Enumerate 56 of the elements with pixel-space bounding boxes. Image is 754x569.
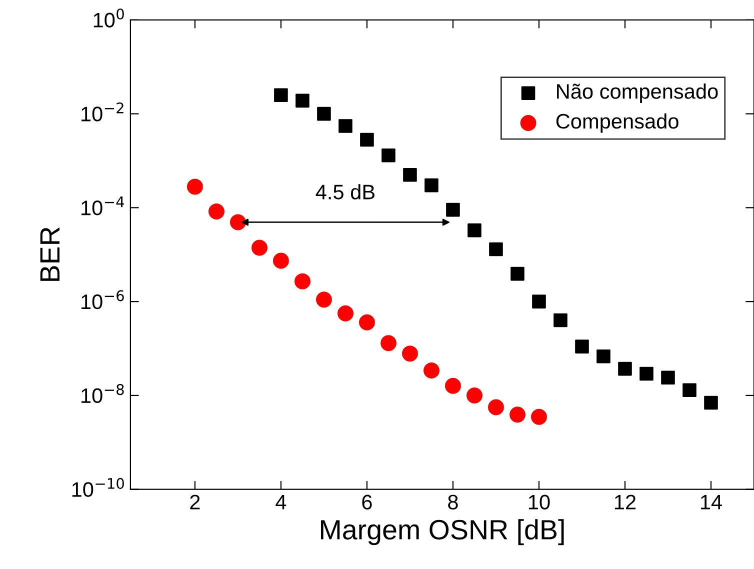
point [380, 335, 396, 352]
point [661, 370, 675, 385]
point [682, 383, 696, 398]
point [575, 340, 589, 354]
point [316, 292, 332, 308]
point [596, 349, 610, 364]
point [272, 252, 289, 269]
point [424, 178, 438, 192]
x-tick-label: 12 [614, 494, 636, 510]
point [532, 294, 546, 308]
point [423, 362, 440, 378]
point [403, 168, 417, 182]
x-tick-label: 2 [190, 494, 200, 510]
point [510, 266, 524, 281]
point [296, 94, 310, 108]
point [274, 88, 288, 102]
point [402, 346, 418, 362]
x-tick-label: 8 [448, 494, 458, 510]
point [444, 378, 461, 394]
x-axis-title: Margem OSNR [dB] [321, 519, 564, 546]
y-tick-label: 10$^{−8}$ [82, 384, 124, 404]
x-tick-label: 10 [528, 494, 550, 510]
point [338, 119, 352, 133]
point [186, 178, 203, 195]
y-tick-label: 10$^{0}$ [94, 8, 124, 28]
y-axis-title: BER [40, 227, 60, 281]
point [640, 366, 654, 381]
point [230, 214, 246, 230]
point [360, 132, 374, 147]
point [317, 106, 331, 121]
legend-label: Não compensado [557, 84, 718, 103]
point [294, 273, 310, 290]
point [208, 204, 224, 220]
y-tick-label: 10$^{−2}$ [82, 102, 124, 122]
point [468, 223, 482, 238]
point [531, 408, 547, 425]
point [337, 305, 354, 322]
y-tick-label: 10$^{−4}$ [82, 196, 124, 216]
x-tick-label: 4 [276, 494, 286, 510]
point [489, 242, 503, 256]
point [488, 399, 504, 416]
point [382, 148, 396, 162]
x-tick-label: 6 [362, 494, 372, 510]
point [446, 202, 460, 217]
y-tick-label: 10$^{−6}$ [82, 290, 124, 310]
point [510, 406, 526, 423]
point [704, 396, 718, 410]
legend-label: Compensado [556, 113, 678, 133]
y-tick-label: 10$^{−10}$ [72, 478, 124, 497]
point [466, 387, 482, 404]
annotation: 4.5 dB [316, 184, 374, 200]
point [618, 362, 632, 376]
point [358, 314, 375, 330]
point [251, 240, 268, 256]
x-tick-label: 14 [701, 494, 722, 510]
point [554, 313, 568, 328]
